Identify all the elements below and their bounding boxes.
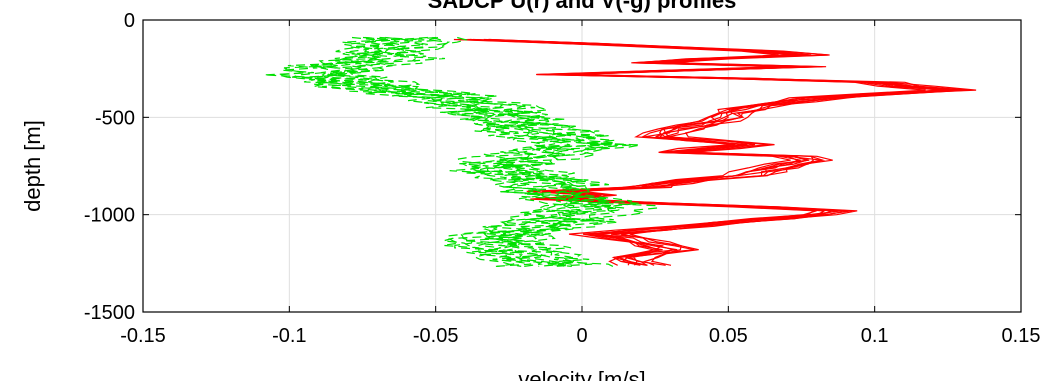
x-ticks: -0.15 -0.1 -0.05 0 0.05 0.1 0.15 bbox=[120, 20, 1040, 347]
x-tick-label: 0.05 bbox=[709, 325, 748, 347]
y-tick-label: -1000 bbox=[84, 205, 135, 227]
profile-line bbox=[311, 36, 612, 267]
profile-line bbox=[291, 36, 568, 267]
series-0 bbox=[453, 38, 977, 266]
profile-line bbox=[483, 38, 977, 266]
series-1 bbox=[263, 36, 659, 267]
chart-title: SADCP U(r) and V(-g) profiles bbox=[428, 0, 737, 13]
y-ticks: 0 -500 -1000 -1500 bbox=[84, 10, 1021, 324]
profile-line bbox=[458, 38, 945, 266]
x-tick-label: 0 bbox=[576, 325, 587, 347]
profile-line bbox=[348, 36, 659, 267]
profile-line bbox=[327, 36, 641, 267]
x-tick-label: -0.1 bbox=[272, 325, 306, 347]
x-tick-label: -0.15 bbox=[120, 325, 166, 347]
profile-line bbox=[278, 36, 575, 267]
y-axis-label: depth [m] bbox=[20, 120, 45, 212]
series-layer bbox=[263, 36, 977, 267]
x-tick-label: -0.05 bbox=[413, 325, 459, 347]
profile-line bbox=[321, 36, 618, 267]
x-tick-label: 0.1 bbox=[861, 325, 889, 347]
y-tick-label: -500 bbox=[95, 107, 135, 129]
y-tick-label: 0 bbox=[124, 10, 135, 32]
x-axis-label: velocity [m/s] bbox=[518, 367, 645, 381]
x-tick-label: 0.15 bbox=[1002, 325, 1041, 347]
y-tick-label: -1500 bbox=[84, 302, 135, 324]
profile-line bbox=[263, 36, 578, 267]
